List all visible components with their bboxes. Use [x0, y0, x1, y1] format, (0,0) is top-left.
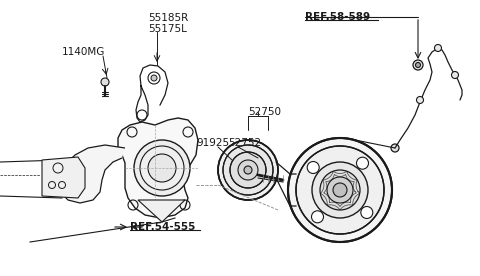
Circle shape	[151, 75, 157, 81]
Text: 52750: 52750	[248, 107, 281, 117]
Circle shape	[452, 71, 458, 78]
Circle shape	[134, 140, 190, 196]
Circle shape	[238, 160, 258, 180]
Circle shape	[333, 183, 347, 197]
Circle shape	[417, 97, 423, 104]
Polygon shape	[138, 200, 185, 222]
Circle shape	[327, 177, 353, 203]
Polygon shape	[118, 118, 198, 218]
Circle shape	[218, 140, 278, 200]
Circle shape	[307, 161, 319, 174]
Text: REF.54-555: REF.54-555	[130, 222, 195, 232]
Text: 55175L: 55175L	[148, 24, 187, 34]
Circle shape	[391, 144, 399, 152]
Circle shape	[244, 166, 252, 174]
Circle shape	[288, 138, 392, 242]
Text: 91925: 91925	[196, 138, 229, 148]
Circle shape	[223, 145, 273, 195]
Circle shape	[312, 162, 368, 218]
Polygon shape	[42, 157, 85, 198]
Text: 1140MG: 1140MG	[62, 47, 106, 57]
Circle shape	[361, 206, 373, 219]
Circle shape	[357, 157, 369, 169]
Circle shape	[101, 78, 109, 86]
Circle shape	[140, 146, 184, 190]
Circle shape	[296, 146, 384, 234]
Polygon shape	[58, 145, 125, 203]
Text: 55185R: 55185R	[148, 13, 188, 23]
Circle shape	[148, 72, 160, 84]
Text: REF.58-589: REF.58-589	[305, 12, 370, 22]
Text: 52752: 52752	[228, 138, 261, 148]
Circle shape	[413, 60, 423, 70]
Circle shape	[312, 211, 324, 223]
Circle shape	[434, 44, 442, 52]
Circle shape	[416, 62, 420, 68]
Circle shape	[320, 170, 360, 210]
Circle shape	[230, 152, 266, 188]
Circle shape	[148, 154, 176, 182]
